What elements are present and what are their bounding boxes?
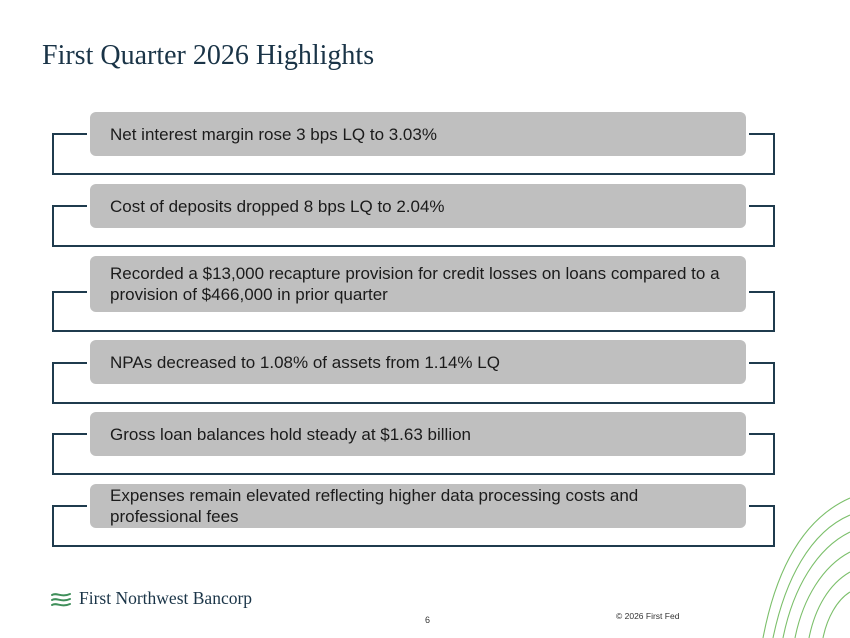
copyright: © 2026 First Fed	[616, 611, 680, 621]
highlight-text: Recorded a $13,000 recapture provision f…	[90, 256, 746, 312]
highlight-text: Expenses remain elevated reflecting high…	[90, 484, 746, 528]
slide-title: First Quarter 2026 Highlights	[42, 40, 375, 71]
page-number: 6	[425, 615, 431, 625]
highlight-text: NPAs decreased to 1.08% of assets from 1…	[90, 340, 746, 384]
highlight-text: Net interest margin rose 3 bps LQ to 3.0…	[90, 112, 746, 156]
highlight-text: Cost of deposits dropped 8 bps LQ to 2.0…	[90, 184, 746, 228]
wave-logo-icon	[51, 592, 71, 606]
decorative-curves	[762, 497, 850, 638]
company-name: First Northwest Bancorp	[79, 588, 253, 608]
company-logo: First Northwest Bancorp	[50, 588, 252, 609]
highlight-text: Gross loan balances hold steady at $1.63…	[90, 412, 746, 456]
